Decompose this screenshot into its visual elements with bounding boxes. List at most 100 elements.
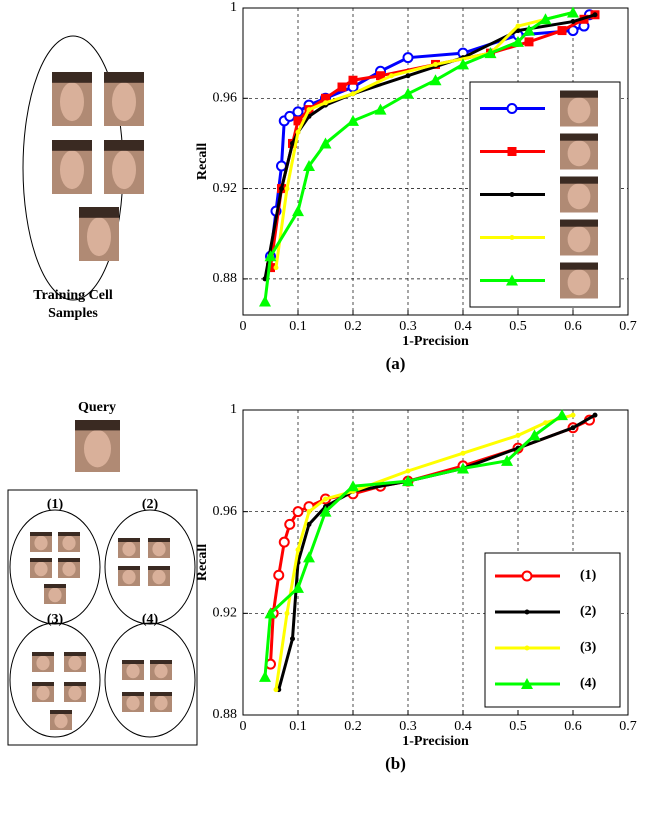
face-image: [152, 541, 166, 557]
point: [259, 670, 271, 682]
group-ellipse: [104, 622, 196, 738]
caption: (a): [386, 354, 406, 373]
point: [515, 23, 521, 29]
plot-frame: [242, 7, 629, 316]
point: [524, 37, 534, 47]
x-tick-label: 0.1: [289, 719, 307, 734]
x-tick-label: 0.1: [289, 319, 307, 334]
face-image: [52, 140, 92, 151]
face-image: [75, 420, 120, 431]
face-image: [126, 695, 140, 711]
legend-label: (3): [580, 640, 597, 655]
x-tick-label: 0.5: [509, 719, 527, 734]
x-tick-label: 0.4: [454, 319, 472, 334]
series-line: [274, 11, 574, 268]
point: [484, 47, 497, 59]
point: [306, 107, 312, 113]
y-axis-label: Recall: [195, 143, 210, 180]
point: [319, 137, 332, 149]
y-tick-label: 0.96: [213, 91, 238, 106]
point: [273, 569, 285, 581]
point: [279, 186, 284, 192]
point: [592, 412, 598, 418]
point: [347, 114, 359, 126]
point: [306, 521, 312, 527]
x-axis-label: 1-Precision: [402, 734, 469, 749]
y-tick-label: 0.96: [213, 504, 238, 519]
face-image: [48, 587, 62, 603]
point: [347, 480, 359, 492]
point: [292, 581, 304, 593]
point: [284, 110, 296, 122]
legend-marker: [506, 103, 518, 114]
face-image: [44, 584, 66, 588]
face-image: [32, 652, 54, 656]
point: [290, 636, 295, 642]
point: [402, 52, 414, 64]
point: [389, 73, 394, 79]
point: [570, 425, 576, 431]
face-image: [112, 150, 136, 190]
point: [376, 71, 385, 81]
face-image: [36, 685, 50, 701]
face-image: [122, 692, 144, 696]
point: [457, 462, 469, 474]
face-image: [150, 692, 172, 696]
x-tick-label: 0: [240, 719, 247, 734]
face-image: [68, 655, 82, 671]
point: [264, 250, 277, 262]
point: [323, 496, 328, 502]
x-tick-label: 0.5: [509, 319, 527, 334]
face-image: [560, 219, 598, 227]
face-image: [104, 140, 144, 151]
point: [460, 450, 466, 456]
face-image: [34, 535, 48, 551]
point: [570, 19, 576, 25]
face-image: [50, 710, 72, 714]
face-image: [64, 652, 86, 656]
face-image: [122, 569, 136, 585]
point: [293, 116, 303, 126]
face-image: [118, 538, 140, 542]
point: [306, 509, 312, 515]
point: [292, 506, 304, 518]
legend-marker: [524, 609, 530, 615]
legend-marker: [507, 147, 517, 156]
group-ellipse: [9, 622, 101, 738]
face-image: [62, 535, 76, 551]
face-image: [68, 685, 82, 701]
face-image: [154, 663, 168, 679]
face-image: [79, 207, 119, 218]
point: [303, 551, 315, 563]
caption: (b): [385, 754, 406, 773]
point: [273, 265, 279, 271]
face-image: [567, 97, 591, 124]
face-image: [560, 133, 598, 141]
query-label: Query: [78, 400, 116, 415]
face-image: [118, 566, 140, 570]
point: [276, 160, 287, 172]
legend-marker: [521, 570, 533, 582]
x-tick-label: 0.6: [564, 719, 582, 734]
point: [278, 536, 290, 548]
training-caption: Samples: [48, 306, 98, 321]
x-tick-label: 0.7: [619, 719, 637, 734]
legend-marker: [506, 274, 518, 286]
face-image: [84, 429, 111, 468]
y-tick-label: 1: [230, 402, 237, 417]
face-image: [112, 82, 136, 122]
x-tick-label: 0.4: [454, 719, 472, 734]
face-image: [152, 569, 166, 585]
y-tick-label: 0.88: [213, 271, 238, 286]
point: [523, 24, 535, 36]
face-image: [52, 72, 92, 83]
point: [567, 6, 579, 18]
face-image: [87, 217, 111, 257]
point: [405, 468, 411, 474]
face-image: [148, 566, 170, 570]
point: [556, 409, 568, 421]
point: [290, 140, 295, 146]
legend-marker: [524, 645, 530, 651]
point: [429, 74, 442, 86]
